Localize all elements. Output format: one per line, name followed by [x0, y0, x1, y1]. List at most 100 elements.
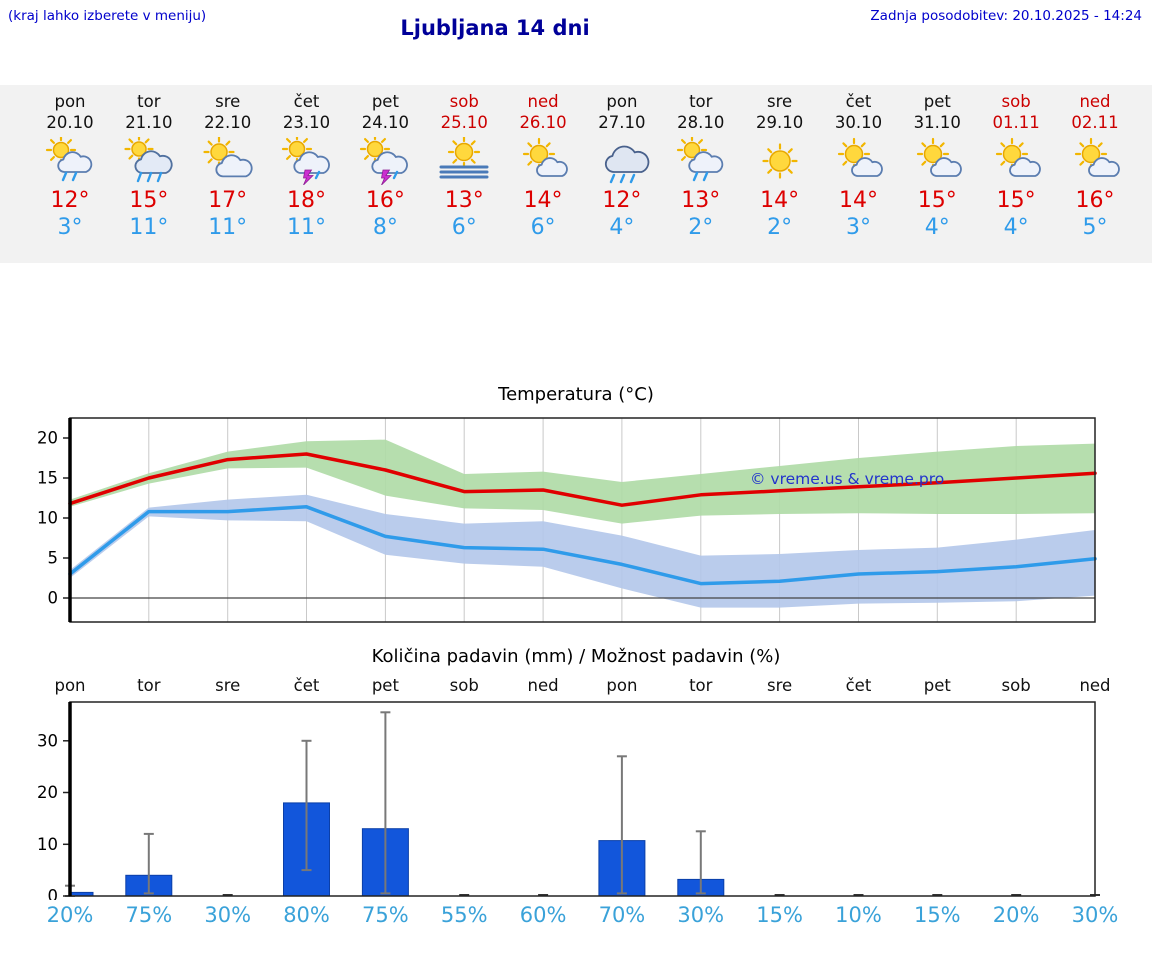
precip-day-label: sob	[449, 676, 479, 695]
precip-probability: 55%	[440, 903, 488, 927]
day-name: čet	[293, 92, 320, 111]
day-name: ned	[527, 92, 559, 111]
precip-probability-labels: 20% 75% 30% 80% 75% 55% 60% 70% 30% 15% 10% 15% 20% 3…	[0, 903, 1152, 929]
forecast-day-27.10: pon 27.10 12° 4°	[582, 91, 662, 242]
day-date: 22.10	[204, 113, 252, 133]
precip-probability: 75%	[362, 903, 409, 927]
precip-day-label: pon	[606, 676, 638, 695]
min-temperature-line	[68, 505, 1097, 586]
forecast-day-22.10: sre 22.10 17° 11°	[188, 91, 268, 242]
min-temperature-band	[70, 494, 1095, 608]
watermark-link[interactable]: © vreme.us & vreme.pro	[750, 470, 944, 488]
precip-day-label: sre	[215, 676, 241, 695]
max-temp: 16°	[365, 187, 405, 213]
min-temp: 2°	[688, 215, 714, 241]
day-name: tor	[137, 92, 161, 111]
precip-day-label: sre	[767, 676, 793, 695]
min-temp: 11°	[129, 215, 169, 241]
precip-probability: 80%	[283, 903, 330, 927]
precip-ytick-label: 0	[48, 887, 59, 901]
day-name: tor	[689, 92, 713, 111]
min-temp: 11°	[287, 215, 327, 241]
precipitation-chart-title: Količina padavin (mm) / Možnost padavin …	[371, 646, 781, 667]
forecast-day-21.10: tor 21.10 15° 11°	[109, 91, 189, 242]
precip-day-label: ned	[527, 676, 559, 695]
cloud-rain-icon	[604, 145, 650, 184]
day-name: sre	[215, 92, 241, 111]
sun-cloud-rain-heavy-icon	[124, 136, 173, 183]
day-date: 01.11	[992, 113, 1040, 133]
max-temp: 14°	[760, 187, 800, 213]
min-temp: 11°	[208, 215, 248, 241]
precip-probability: 20%	[46, 903, 94, 927]
max-temp: 12°	[602, 187, 642, 213]
max-temp: 13°	[444, 187, 484, 213]
precip-day-label: čet	[845, 676, 872, 695]
sun-fog-icon	[439, 136, 489, 179]
forecast-day-24.10: pet 24.10 16° 8°	[345, 91, 425, 242]
forecast-day-25.10: sob 25.10 13° 6°	[424, 91, 504, 242]
forecast-day-20.10: pon 20.10 12° 3°	[30, 91, 110, 242]
min-temp: 3°	[845, 215, 871, 241]
max-temp: 12°	[50, 187, 90, 213]
precip-zero-tick	[853, 894, 864, 896]
precip-zero-tick	[538, 894, 549, 896]
min-temp: 8°	[372, 215, 398, 241]
precip-probability: 30%	[1071, 903, 1119, 927]
sun-cloud-small-icon	[917, 137, 963, 177]
precip-zero-tick	[932, 894, 943, 896]
temp-ytick-label: 10	[37, 509, 58, 528]
temp-ytick-label: 0	[48, 589, 59, 608]
min-temp: 4°	[609, 215, 635, 241]
precip-day-labels: pon tor sre čet pet sob ned pon tor sre čet pet sob n…	[0, 676, 1152, 702]
forecast-day-02.11: ned 02.11 16° 5°	[1055, 91, 1135, 242]
precip-probability: 75%	[125, 903, 173, 927]
day-name: pet	[371, 92, 399, 111]
sun-cloud-small-icon	[838, 137, 884, 177]
precip-probability: 15%	[913, 903, 961, 927]
sun-cloud-thunder-icon	[281, 136, 330, 185]
day-date: 31.10	[913, 113, 961, 133]
day-date: 27.10	[598, 113, 646, 133]
sun-cloud-small-icon	[522, 137, 568, 177]
day-name: čet	[845, 92, 872, 111]
precip-day-label: pet	[923, 676, 951, 695]
menu-hint: (kraj lahko izberete v meniju)	[8, 8, 207, 24]
precip-probability: 20%	[992, 903, 1040, 927]
day-name: pet	[923, 92, 951, 111]
precipitation-chart: 0 10 20 30	[37, 701, 1100, 901]
forecast-strip: pon 20.10 12° 3° tor 21.10 15° 11° sre 22.10 17° 11…	[0, 85, 1152, 263]
day-date: 23.10	[282, 113, 331, 133]
precip-probability: 30%	[677, 903, 725, 927]
precip-probability: 70%	[598, 903, 646, 927]
sun-cloud-rain-icon	[45, 136, 93, 182]
precip-ytick-label: 20	[37, 783, 58, 802]
day-date: 26.10	[519, 113, 567, 133]
forecast-day-01.11: sob 01.11 15° 4°	[976, 91, 1056, 242]
precip-zero-tick	[774, 894, 785, 896]
sun-cloud-rain-icon	[676, 136, 723, 182]
day-name: ned	[1079, 92, 1111, 111]
precip-day-label: sob	[1001, 676, 1031, 695]
max-temp: 14°	[523, 187, 563, 213]
min-temp: 5°	[1082, 215, 1108, 241]
max-temp: 14°	[838, 187, 878, 213]
day-date: 21.10	[125, 113, 173, 133]
precip-probability: 60%	[519, 903, 567, 927]
precip-day-label: čet	[293, 676, 320, 695]
day-date: 28.10	[677, 113, 725, 133]
max-temp: 13°	[681, 187, 721, 213]
forecast-day-31.10: pet 31.10 15° 4°	[897, 91, 977, 242]
temperature-chart-title: Temperatura (°C)	[498, 384, 654, 405]
max-temp: 18°	[287, 187, 327, 213]
forecast-day-26.10: ned 26.10 14° 6°	[503, 91, 583, 242]
max-temp: 15°	[129, 187, 169, 213]
max-temp: 15°	[917, 187, 957, 213]
day-name: pon	[54, 92, 86, 111]
max-temp: 17°	[208, 187, 248, 213]
min-temp: 4°	[924, 215, 950, 241]
day-date: 29.10	[755, 113, 804, 133]
precip-day-label: pon	[54, 676, 86, 695]
forecast-day-28.10: tor 28.10 13° 2°	[661, 91, 741, 242]
day-name: sob	[1001, 92, 1031, 111]
